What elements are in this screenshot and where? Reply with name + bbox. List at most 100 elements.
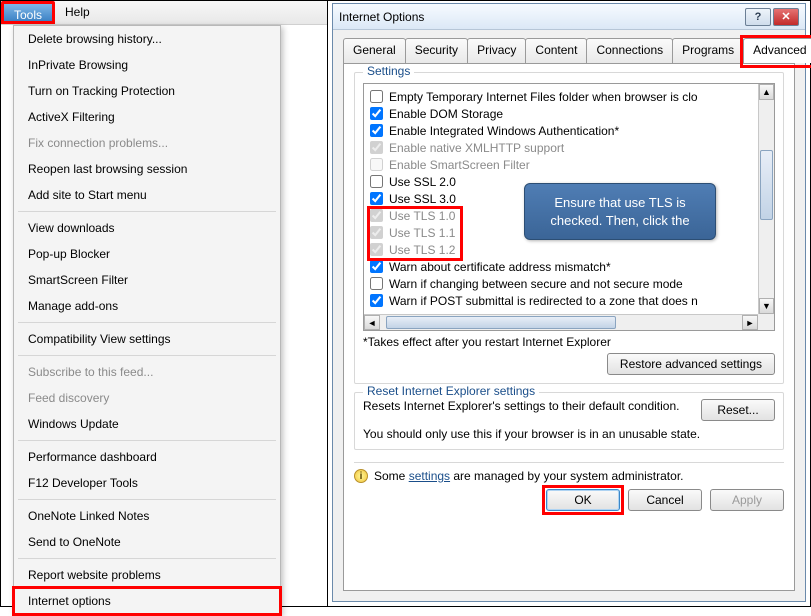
menu-separator [18, 355, 276, 356]
settings-row[interactable]: Empty Temporary Internet Files folder wh… [370, 88, 752, 105]
tab-security[interactable]: Security [405, 38, 468, 63]
scroll-left-icon[interactable]: ◄ [364, 315, 380, 330]
menu-item[interactable]: OneNote Linked Notes [14, 503, 280, 529]
menu-item-label: Delete browsing history... [28, 32, 162, 46]
settings-label: Use TLS 1.2 [389, 243, 455, 257]
scroll-up-icon[interactable]: ▲ [759, 84, 774, 100]
menu-item[interactable]: F12 Developer Tools [14, 470, 280, 496]
settings-row[interactable]: Warn if POST submittal is redirected to … [370, 292, 752, 309]
menu-item-label: InPrivate Browsing [28, 58, 128, 72]
menu-item[interactable]: Delete browsing history... [14, 26, 280, 52]
apply-label: Apply [732, 493, 762, 507]
menu-separator [18, 440, 276, 441]
settings-list-box: Empty Temporary Internet Files folder wh… [363, 83, 775, 331]
settings-row[interactable]: Enable Integrated Windows Authentication… [370, 122, 752, 139]
menu-help[interactable]: Help [55, 1, 100, 24]
tab-label: Privacy [477, 43, 516, 57]
vertical-scrollbar[interactable]: ▲ ▼ [758, 84, 774, 314]
cancel-label: Cancel [646, 493, 683, 507]
menu-item-label: Subscribe to this feed... [28, 365, 153, 379]
left-pane: Tools Help Delete browsing history... InP… [1, 1, 328, 606]
menu-item[interactable]: Reopen last browsing session [14, 156, 280, 182]
tab-connections[interactable]: Connections [586, 38, 673, 63]
menu-item[interactable]: Manage add-ons [14, 293, 280, 319]
settings-checkbox[interactable] [370, 294, 383, 307]
menu-item[interactable]: Compatibility View settings [14, 326, 280, 352]
restore-advanced-label: Restore advanced settings [620, 357, 762, 371]
settings-checkbox[interactable] [370, 107, 383, 120]
settings-checkbox[interactable] [370, 192, 383, 205]
menu-item[interactable]: Internet options [14, 588, 280, 614]
menu-separator [18, 558, 276, 559]
tab-label: Content [535, 43, 577, 57]
settings-checkbox[interactable] [370, 277, 383, 290]
settings-row[interactable]: Warn about certificate address mismatch* [370, 258, 752, 275]
settings-row[interactable]: Use TLS 1.2 [370, 241, 752, 258]
tab-label: Security [415, 43, 458, 57]
menu-item[interactable]: ActiveX Filtering [14, 104, 280, 130]
reset-warning: You should only use this if your browser… [363, 427, 775, 441]
settings-label: Enable DOM Storage [389, 107, 503, 121]
scroll-corner [758, 314, 774, 330]
settings-checkbox [370, 141, 383, 154]
settings-row[interactable]: Warn if changing between secure and not … [370, 275, 752, 292]
settings-row[interactable]: Enable SmartScreen Filter [370, 156, 752, 173]
reset-button[interactable]: Reset... [701, 399, 775, 421]
scroll-right-icon[interactable]: ► [742, 315, 758, 330]
settings-checkbox[interactable] [370, 90, 383, 103]
vscroll-track[interactable] [759, 100, 774, 298]
tab-advanced[interactable]: Advanced [743, 38, 811, 63]
close-icon[interactable]: ✕ [773, 8, 799, 26]
tab-label: Advanced [753, 43, 806, 57]
settings-legend: Settings [363, 64, 414, 78]
tab-programs[interactable]: Programs [672, 38, 744, 63]
settings-checkbox[interactable] [370, 260, 383, 273]
menu-item[interactable]: View downloads [14, 215, 280, 241]
hscroll-thumb[interactable] [386, 316, 616, 329]
tab-label: Connections [596, 43, 663, 57]
cancel-button[interactable]: Cancel [628, 489, 702, 511]
right-pane: Internet Options ? ✕ GeneralSecurityPriv… [328, 1, 810, 606]
menu-item-label: Turn on Tracking Protection [28, 84, 175, 98]
menu-item[interactable]: SmartScreen Filter [14, 267, 280, 293]
scroll-down-icon[interactable]: ▼ [759, 298, 774, 314]
tab-general[interactable]: General [343, 38, 406, 63]
settings-row[interactable]: Enable DOM Storage [370, 105, 752, 122]
restore-advanced-button[interactable]: Restore advanced settings [607, 353, 775, 375]
menu-tools[interactable]: Tools [1, 1, 55, 24]
ok-button[interactable]: OK [546, 489, 620, 511]
menu-item[interactable]: Add site to Start menu [14, 182, 280, 208]
settings-checkbox[interactable] [370, 124, 383, 137]
reset-legend: Reset Internet Explorer settings [363, 384, 539, 398]
tab-content[interactable]: Content [525, 38, 587, 63]
menu-item: Subscribe to this feed... [14, 359, 280, 385]
menu-item-label: Feed discovery [28, 391, 109, 405]
infobar-post: are managed by your system administrator… [450, 469, 683, 483]
settings-label: Use TLS 1.1 [389, 226, 455, 240]
settings-label: Warn if POST submittal is redirected to … [389, 294, 698, 308]
ok-label: OK [574, 493, 591, 507]
settings-fieldset: Settings Empty Temporary Internet Files … [354, 72, 784, 384]
reset-fieldset: Reset Internet Explorer settings Resets … [354, 392, 784, 450]
menu-item[interactable]: Pop-up Blocker [14, 241, 280, 267]
menu-item[interactable]: Send to OneNote [14, 529, 280, 555]
menu-item[interactable]: Report website problems [14, 562, 280, 588]
menu-item-label: Compatibility View settings [28, 332, 171, 346]
settings-label: Warn about certificate address mismatch* [389, 260, 611, 274]
menu-item[interactable]: InPrivate Browsing [14, 52, 280, 78]
menu-item-label: Manage add-ons [28, 299, 118, 313]
settings-row[interactable]: Enable native XMLHTTP support [370, 139, 752, 156]
hscroll-track[interactable] [380, 315, 742, 330]
settings-checkbox[interactable] [370, 175, 383, 188]
settings-label: Use TLS 1.0 [389, 209, 455, 223]
menu-item[interactable]: Windows Update [14, 411, 280, 437]
tab-privacy[interactable]: Privacy [467, 38, 526, 63]
infobar-settings-link[interactable]: settings [409, 469, 450, 483]
help-icon[interactable]: ? [745, 8, 771, 26]
apply-button[interactable]: Apply [710, 489, 784, 511]
menu-item[interactable]: Turn on Tracking Protection [14, 78, 280, 104]
menu-item-label: Performance dashboard [28, 450, 157, 464]
vscroll-thumb[interactable] [760, 150, 773, 220]
menu-item[interactable]: Performance dashboard [14, 444, 280, 470]
horizontal-scrollbar[interactable]: ◄ ► [364, 314, 758, 330]
